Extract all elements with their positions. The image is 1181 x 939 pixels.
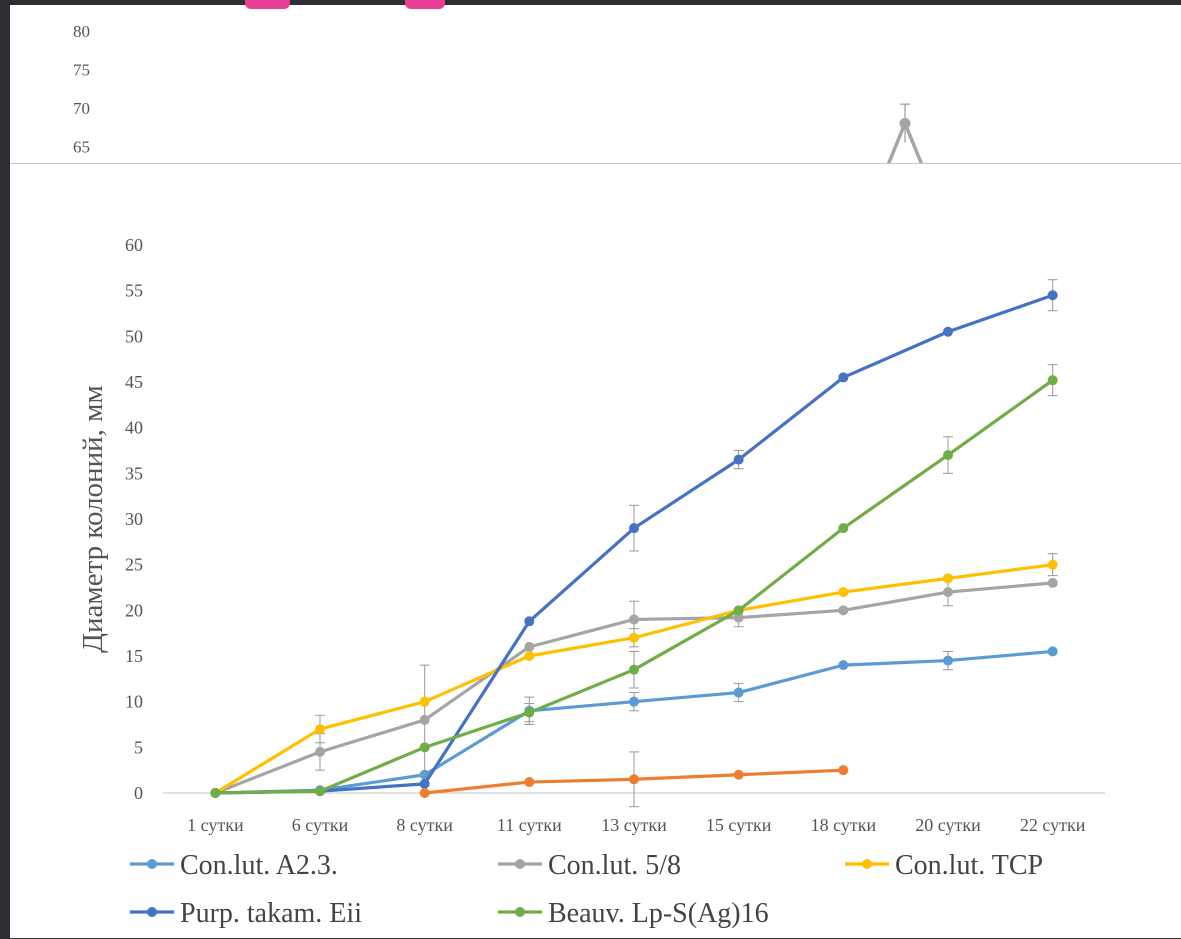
data-point	[629, 664, 639, 675]
background-chart-svg: 80 75 70 65	[73, 22, 924, 163]
legend-swatch-marker	[147, 859, 157, 869]
x-tick-label: 18 сутки	[811, 815, 877, 835]
y-axis-label: Диаметр колоний, мм	[77, 385, 109, 653]
y-tick-label: 45	[125, 372, 143, 392]
x-tick-label: 22 сутки	[1020, 815, 1086, 835]
data-point	[838, 660, 849, 671]
legend-label: Con.lut. TCP	[895, 850, 1043, 881]
back-y-tick-label: 65	[73, 138, 90, 157]
data-point	[524, 707, 535, 718]
legend-swatch-marker	[515, 859, 525, 869]
data-point	[838, 372, 849, 383]
data-point	[629, 614, 639, 625]
pink-title-fragment	[245, 0, 290, 9]
data-point	[733, 605, 744, 616]
series-line	[215, 378, 1054, 795]
legend-swatch-marker	[147, 907, 157, 917]
data-point	[733, 454, 744, 465]
data-point	[943, 587, 953, 598]
data-point	[1047, 290, 1058, 301]
data-point	[315, 724, 325, 735]
data-point	[524, 641, 535, 652]
series-group	[210, 364, 1058, 798]
background-chart-fragment: 80 75 70 65	[10, 0, 1181, 163]
legend-label: Purp. takam. Eii	[180, 898, 362, 929]
legend-label: Beauv. Lp-S(Ag)16	[548, 898, 769, 929]
data-point	[943, 326, 953, 337]
pink-title-fragment	[405, 0, 445, 9]
data-point	[419, 778, 430, 789]
y-tick-label: 0	[134, 783, 143, 803]
x-tick-label: 11 сутки	[497, 815, 562, 835]
x-tick-label: 8 сутки	[396, 815, 453, 835]
data-point	[838, 523, 849, 534]
legend-item: Purp. takam. Eii	[130, 898, 362, 929]
x-tick-label: 1 сутки	[187, 815, 244, 835]
data-point	[943, 450, 953, 461]
data-point	[315, 786, 325, 797]
legend-swatch-marker	[515, 907, 525, 917]
data-point	[419, 742, 430, 753]
back-y-tick-label: 75	[73, 61, 90, 80]
x-tick-label: 20 сутки	[915, 815, 981, 835]
y-tick-label: 15	[125, 646, 143, 666]
series-group	[419, 751, 849, 808]
legend-item: Con.lut. 5/8	[498, 850, 681, 881]
data-point	[838, 765, 849, 776]
y-tick-label: 20	[125, 600, 143, 620]
data-point	[733, 769, 744, 780]
legend-item: Con.lut. TCP	[845, 850, 1043, 881]
data-point	[838, 605, 849, 616]
y-tick-label: 10	[125, 692, 143, 712]
data-point	[419, 696, 430, 707]
y-tick-label: 50	[125, 326, 143, 346]
legend-item: Con.lut. A2.3.	[130, 850, 338, 881]
data-point	[629, 523, 639, 534]
data-point	[524, 616, 535, 627]
legend-label: Con.lut. 5/8	[548, 850, 681, 881]
data-point	[1047, 375, 1058, 386]
data-point	[943, 655, 953, 666]
back-data-point	[899, 117, 911, 129]
data-point	[210, 788, 221, 798]
y-tick-label: 5	[134, 737, 143, 757]
y-tick-label: 40	[125, 418, 143, 438]
x-tick-label: 6 сутки	[292, 815, 349, 835]
data-point	[943, 573, 953, 584]
legend-label: Con.lut. A2.3.	[180, 850, 338, 881]
data-point	[629, 774, 639, 785]
y-tick-label: 25	[125, 555, 143, 575]
back-y-tick-label: 80	[73, 22, 90, 41]
legend-item: Beauv. Lp-S(Ag)16	[498, 898, 769, 929]
data-point	[733, 687, 744, 698]
x-tick-label: 15 сутки	[706, 815, 772, 835]
data-point	[629, 632, 639, 643]
chart-panel: 0 5 10 15 20 25 30 35 40 45 50 55 60 Диаметр колоний,…	[10, 163, 1181, 938]
data-point	[629, 696, 639, 707]
data-point	[315, 746, 325, 757]
series-group	[210, 279, 1058, 798]
y-tick-label: 60	[125, 235, 143, 255]
data-point	[1047, 577, 1058, 588]
line-chart: 0 5 10 15 20 25 30 35 40 45 50 55 60 Диаметр колоний,…	[77, 235, 1105, 929]
data-point	[524, 777, 535, 788]
data-point	[733, 612, 744, 623]
back-y-tick-label: 70	[73, 99, 90, 118]
y-tick-label: 30	[125, 509, 143, 529]
data-point	[1047, 646, 1058, 657]
y-tick-label: 35	[125, 463, 143, 483]
dark-frame	[0, 0, 1181, 5]
data-point	[1047, 559, 1058, 570]
y-tick-label: 55	[125, 281, 143, 301]
x-tick-label: 13 сутки	[601, 815, 667, 835]
data-point	[524, 651, 535, 661]
data-point	[838, 587, 849, 598]
data-point	[419, 788, 430, 798]
legend-swatch-marker	[862, 859, 872, 869]
data-point	[419, 714, 430, 725]
